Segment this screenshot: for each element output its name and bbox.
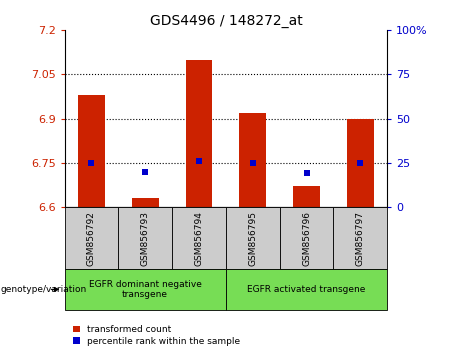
Bar xyxy=(118,207,172,269)
Bar xyxy=(226,269,387,310)
Text: GSM856792: GSM856792 xyxy=(87,211,96,266)
Bar xyxy=(172,207,226,269)
Bar xyxy=(226,207,280,269)
Bar xyxy=(185,59,213,207)
Bar xyxy=(347,119,374,207)
Text: EGFR activated transgene: EGFR activated transgene xyxy=(248,285,366,294)
Bar xyxy=(280,207,333,269)
Text: GSM856793: GSM856793 xyxy=(141,211,150,266)
Bar xyxy=(65,207,118,269)
Text: GSM856796: GSM856796 xyxy=(302,211,311,266)
Title: GDS4496 / 148272_at: GDS4496 / 148272_at xyxy=(149,14,302,28)
Bar xyxy=(293,187,320,207)
Legend: transformed count, percentile rank within the sample: transformed count, percentile rank withi… xyxy=(69,321,244,349)
Bar xyxy=(65,269,226,310)
Text: genotype/variation: genotype/variation xyxy=(1,285,87,294)
Text: EGFR dominant negative
transgene: EGFR dominant negative transgene xyxy=(89,280,201,299)
Bar xyxy=(78,95,105,207)
Text: GSM856795: GSM856795 xyxy=(248,211,257,266)
Text: GSM856794: GSM856794 xyxy=(195,211,203,266)
Text: GSM856797: GSM856797 xyxy=(356,211,365,266)
Bar xyxy=(132,198,159,207)
Bar xyxy=(333,207,387,269)
Bar xyxy=(239,113,266,207)
